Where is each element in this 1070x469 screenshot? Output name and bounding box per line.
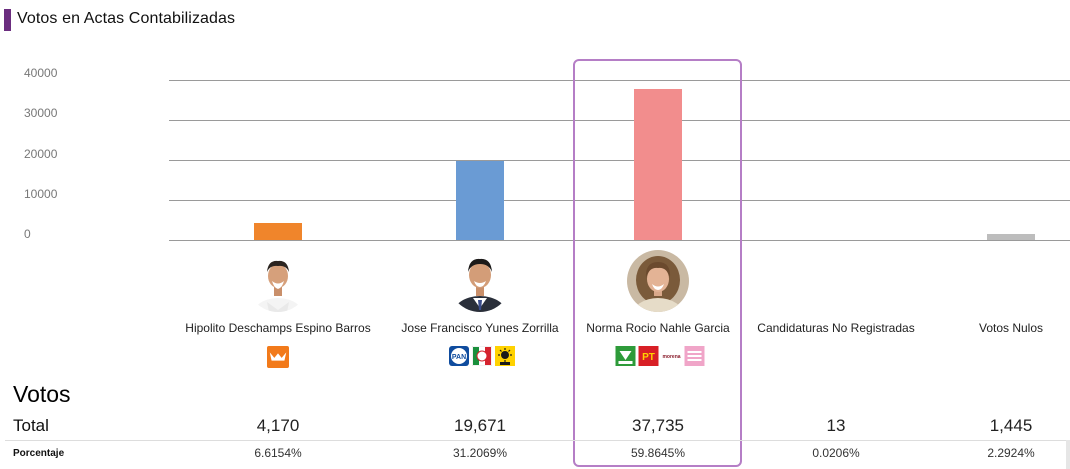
pt-logo-text: PT: [642, 352, 655, 363]
row-divider: [5, 440, 1067, 441]
y-tick-label: 40000: [24, 66, 58, 80]
fxm-logo-icon: [684, 346, 705, 366]
percentage-value: 2.2924%: [987, 446, 1035, 460]
pri-logo-icon: [472, 346, 492, 366]
gridline: [169, 80, 1070, 81]
gridline: [169, 160, 1070, 161]
mc-logo-icon: [267, 346, 289, 368]
party-logos: PT morena: [615, 346, 705, 368]
percentage-value: 6.6154%: [254, 446, 302, 460]
party-logos: PAN: [449, 346, 515, 368]
candidate-name: Jose Francisco Yunes Zorrilla: [401, 321, 559, 335]
baseline: [169, 240, 1070, 241]
percentage-value: 0.0206%: [812, 446, 860, 460]
candidate-photo: [247, 250, 309, 312]
bar: [254, 223, 302, 240]
y-tick-label: 10000: [24, 187, 58, 201]
percentage-value: 31.2069%: [452, 446, 508, 460]
prd-logo-icon: [495, 346, 515, 366]
total-value: 1,445: [989, 416, 1033, 435]
percentage-value: 59.8645%: [630, 446, 686, 460]
party-logos: [266, 346, 290, 368]
total-value: 13: [826, 416, 846, 435]
bar: [987, 234, 1035, 240]
total-value: 4,170: [256, 416, 300, 435]
candidate-name: Norma Rocio Nahle Garcia: [586, 321, 730, 335]
candidate-name: Candidaturas No Registradas: [757, 321, 915, 335]
votes-heading: Votos: [13, 381, 71, 407]
pan-logo-icon: PAN: [449, 346, 469, 366]
candidate-photo: [449, 250, 511, 312]
bar: [634, 89, 682, 240]
pt-logo-icon: PT: [638, 346, 659, 366]
scrollbar-edge[interactable]: [1066, 440, 1070, 469]
y-tick-label: 30000: [24, 106, 58, 120]
total-value: 37,735: [632, 416, 684, 435]
percentage-row-label: Porcentaje: [13, 448, 65, 459]
morena-logo-icon: morena: [661, 346, 682, 366]
gridline: [169, 200, 1070, 201]
winner-highlight-box: [573, 59, 742, 467]
candidate-name: Votos Nulos: [978, 321, 1044, 335]
chart-title: Votos en Actas Contabilizadas: [17, 10, 236, 27]
gridline: [169, 120, 1070, 121]
pan-logo-text: PAN: [452, 354, 466, 361]
total-value: 19,671: [454, 416, 506, 435]
pvem-logo-icon: [615, 346, 636, 366]
total-row-label: Total: [13, 416, 49, 435]
y-tick-label: 20000: [24, 147, 58, 161]
morena-logo-text: morena: [662, 354, 680, 360]
candidate-photo: [627, 250, 689, 312]
bar: [456, 161, 504, 240]
candidate-name: Hipolito Deschamps Espino Barros: [185, 321, 371, 335]
y-tick-label: 0: [24, 227, 31, 241]
title-accent-bar: [4, 9, 11, 31]
